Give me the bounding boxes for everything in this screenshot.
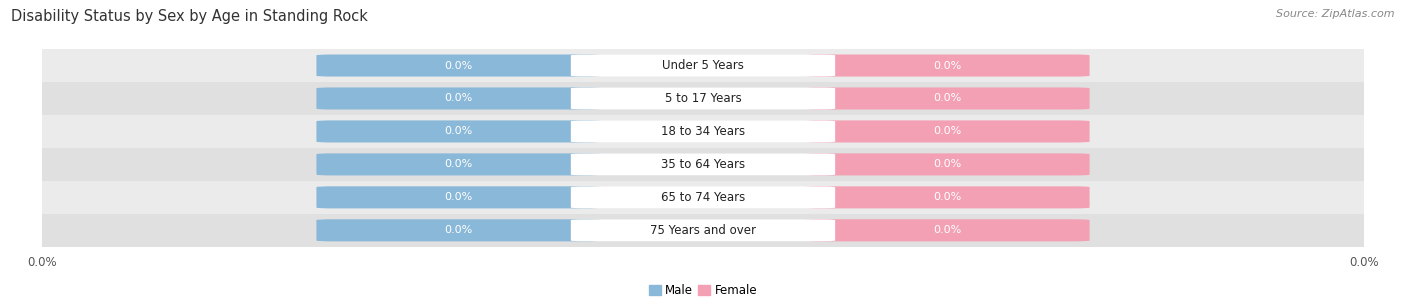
Text: Disability Status by Sex by Age in Standing Rock: Disability Status by Sex by Age in Stand…: [11, 9, 368, 24]
Legend: Male, Female: Male, Female: [644, 279, 762, 301]
FancyBboxPatch shape: [806, 55, 1090, 77]
Text: 0.0%: 0.0%: [444, 94, 472, 103]
Bar: [42, 49, 1364, 82]
FancyBboxPatch shape: [806, 153, 1090, 175]
FancyBboxPatch shape: [571, 120, 835, 142]
Bar: [42, 181, 1364, 214]
Text: 65 to 74 Years: 65 to 74 Years: [661, 191, 745, 204]
Bar: [42, 148, 1364, 181]
Text: 0.0%: 0.0%: [934, 225, 962, 235]
FancyBboxPatch shape: [806, 186, 1090, 208]
Text: 0.0%: 0.0%: [934, 60, 962, 70]
FancyBboxPatch shape: [316, 219, 600, 241]
FancyBboxPatch shape: [571, 186, 835, 208]
Text: 0.0%: 0.0%: [444, 192, 472, 202]
Text: 0.0%: 0.0%: [444, 160, 472, 169]
Text: Source: ZipAtlas.com: Source: ZipAtlas.com: [1277, 9, 1395, 19]
Text: 35 to 64 Years: 35 to 64 Years: [661, 158, 745, 171]
FancyBboxPatch shape: [571, 55, 835, 76]
Text: 0.0%: 0.0%: [934, 127, 962, 136]
FancyBboxPatch shape: [806, 88, 1090, 109]
FancyBboxPatch shape: [316, 55, 600, 77]
FancyBboxPatch shape: [316, 88, 600, 109]
Text: 0.0%: 0.0%: [444, 225, 472, 235]
FancyBboxPatch shape: [316, 186, 600, 208]
Text: 0.0%: 0.0%: [444, 127, 472, 136]
Text: Under 5 Years: Under 5 Years: [662, 59, 744, 72]
Text: 0.0%: 0.0%: [444, 60, 472, 70]
FancyBboxPatch shape: [571, 153, 835, 175]
FancyBboxPatch shape: [806, 219, 1090, 241]
Text: 75 Years and over: 75 Years and over: [650, 224, 756, 237]
Text: 0.0%: 0.0%: [934, 192, 962, 202]
Bar: [42, 214, 1364, 247]
Bar: [42, 82, 1364, 115]
Text: 18 to 34 Years: 18 to 34 Years: [661, 125, 745, 138]
FancyBboxPatch shape: [316, 153, 600, 175]
Text: 0.0%: 0.0%: [934, 160, 962, 169]
Text: 0.0%: 0.0%: [934, 94, 962, 103]
Text: 5 to 17 Years: 5 to 17 Years: [665, 92, 741, 105]
Bar: [42, 115, 1364, 148]
FancyBboxPatch shape: [806, 120, 1090, 142]
FancyBboxPatch shape: [571, 88, 835, 109]
FancyBboxPatch shape: [316, 120, 600, 142]
FancyBboxPatch shape: [571, 220, 835, 241]
